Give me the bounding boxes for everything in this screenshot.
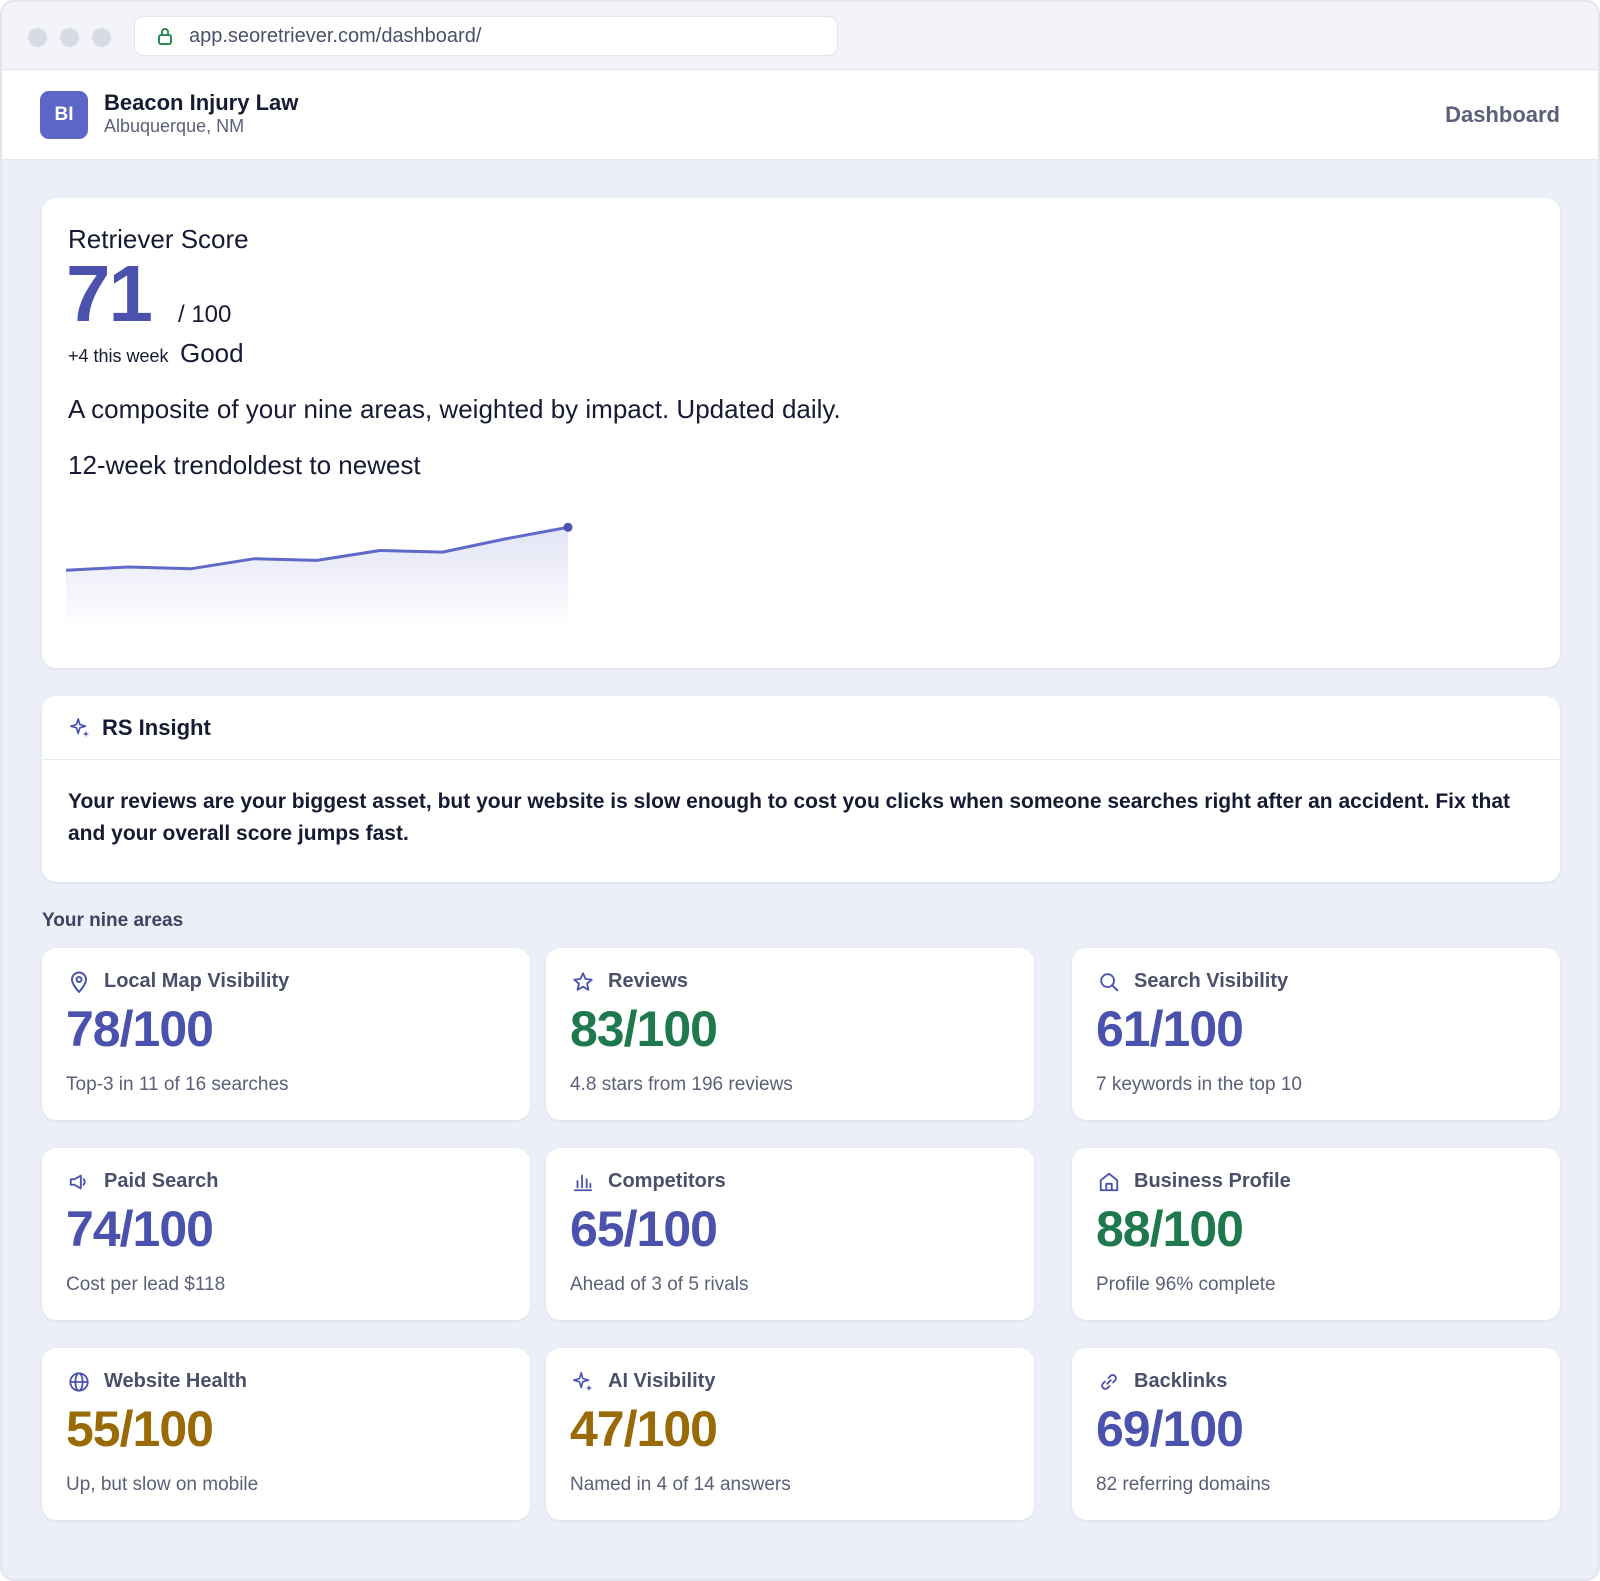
avatar: BI: [40, 91, 88, 139]
window-close-dot[interactable]: [28, 28, 47, 47]
area-tile-website-health[interactable]: Website Health 55/100 Up, but slow on mo…: [42, 1348, 530, 1520]
area-score: 69/100: [1096, 1401, 1244, 1457]
sparkle-icon: [68, 716, 92, 740]
area-label: Business Profile: [1134, 1170, 1291, 1192]
score-title: Retriever Score: [68, 224, 249, 254]
score-delta: +4 this week: [68, 346, 169, 366]
area-detail: Top-3 in 11 of 16 searches: [66, 1074, 289, 1095]
area-score: 88/100: [1096, 1201, 1244, 1257]
area-tile-paid-search[interactable]: Paid Search 74/100 Cost per lead $118: [42, 1148, 530, 1320]
megaphone-icon: [68, 1171, 90, 1193]
app-header: BI Beacon Injury Law Albuquerque, NM Das…: [2, 70, 1598, 160]
business-name: Beacon Injury Law: [104, 90, 299, 115]
area-detail: 7 keywords in the top 10: [1096, 1074, 1302, 1095]
area-label: Search Visibility: [1134, 970, 1289, 992]
area-detail: Cost per lead $118: [66, 1274, 226, 1295]
area-score: 47/100: [570, 1401, 718, 1457]
search-icon: [1098, 971, 1120, 993]
area-label: AI Visibility: [608, 1370, 716, 1392]
retriever-score-card: Retriever Score 71 / 100 +4 this week Go…: [42, 198, 1560, 668]
area-tile-reviews[interactable]: Reviews 83/100 4.8 stars from 196 review…: [546, 948, 1034, 1120]
bar-chart-icon: [572, 1171, 594, 1193]
area-detail: Named in 4 of 14 answers: [570, 1474, 791, 1495]
area-tile-search-visibility[interactable]: Search Visibility 61/100 7 keywords in t…: [1072, 948, 1560, 1120]
area-label: Paid Search: [104, 1170, 219, 1192]
area-label: Backlinks: [1134, 1370, 1228, 1392]
area-detail: 4.8 stars from 196 reviews: [570, 1074, 793, 1095]
address-bar[interactable]: app.seoretriever.com/dashboard/: [134, 16, 838, 56]
link-icon: [1098, 1371, 1120, 1393]
trend-chart: [66, 522, 573, 630]
globe-icon: [68, 1371, 90, 1393]
area-label: Website Health: [104, 1370, 247, 1392]
area-detail: Profile 96% complete: [1096, 1274, 1276, 1295]
area-score: 74/100: [66, 1201, 214, 1257]
area-tile-competitors[interactable]: Competitors 65/100 Ahead of 3 of 5 rival…: [546, 1148, 1034, 1320]
area-score: 83/100: [570, 1001, 718, 1057]
trend-point: [563, 522, 573, 532]
area-detail: 82 referring domains: [1096, 1474, 1271, 1495]
area-tile-local-map-visibility[interactable]: Local Map Visibility 78/100 Top-3 in 11 …: [42, 948, 530, 1120]
window-minimize-dot[interactable]: [60, 28, 79, 47]
area-score: 65/100: [570, 1201, 718, 1257]
area-score: 61/100: [1096, 1001, 1244, 1057]
insight-card: RS Insight Your reviews are your biggest…: [42, 696, 1560, 882]
score-description: A composite of your nine areas, weighted…: [68, 394, 841, 424]
nav-dashboard-link[interactable]: Dashboard: [1445, 102, 1560, 127]
score-out-of: / 100: [178, 301, 232, 328]
area-score: 78/100: [66, 1001, 214, 1057]
star-icon: [572, 971, 594, 993]
sparkle-icon: [572, 1371, 594, 1393]
insight-header: RS Insight: [42, 696, 1560, 760]
trend-line: [66, 525, 570, 572]
area-detail: Up, but slow on mobile: [66, 1474, 259, 1495]
area-detail: Ahead of 3 of 5 rivals: [570, 1274, 749, 1295]
storefront-icon: [1098, 1171, 1120, 1193]
area-label: Competitors: [608, 1170, 726, 1192]
area-tile-backlinks[interactable]: Backlinks 69/100 82 referring domains: [1072, 1348, 1560, 1520]
map-pin-icon: [68, 971, 90, 993]
url-text[interactable]: app.seoretriever.com/dashboard/: [189, 24, 482, 47]
areas-heading: Your nine areas: [42, 910, 184, 931]
area-tile-business-profile[interactable]: Business Profile 88/100 Profile 96% comp…: [1072, 1148, 1560, 1320]
area-label: Local Map Visibility: [104, 970, 290, 992]
lock-icon: [155, 26, 175, 46]
insight-body: Your reviews are your biggest asset, but…: [68, 790, 1511, 845]
browser-chrome: app.seoretriever.com/dashboard/: [2, 2, 1598, 70]
trend-label: 12-week trendoldest to newest: [68, 450, 421, 480]
window-maximize-dot[interactable]: [92, 28, 111, 47]
score-grade: Good: [180, 338, 244, 368]
area-tile-ai-visibility[interactable]: AI Visibility 47/100 Named in 4 of 14 an…: [546, 1348, 1034, 1520]
score-value: 71: [66, 249, 153, 338]
area-score: 55/100: [66, 1401, 214, 1457]
insight-title: RS Insight: [102, 714, 211, 740]
area-label: Reviews: [608, 970, 689, 992]
business-location: Albuquerque, NM: [104, 116, 245, 136]
